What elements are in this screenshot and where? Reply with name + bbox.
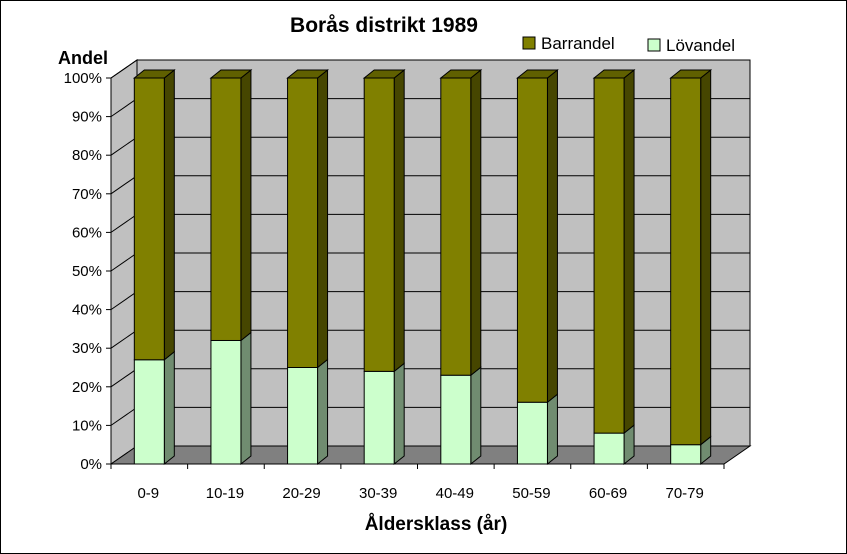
bar-lvandel-50-59-side — [546, 393, 558, 466]
bar-barrandel-30-39-side — [393, 68, 405, 373]
bar-lvandel-20-29-side — [317, 358, 329, 466]
x-tick-label: 70-79 — [666, 485, 704, 502]
y-tick-label: 30% — [72, 340, 102, 357]
gridline — [110, 59, 750, 79]
bar-barrandel-60-69-top — [592, 69, 636, 79]
bar-lvandel-10-19-side — [240, 331, 252, 466]
floor — [109, 445, 752, 465]
y-tick-label: 90% — [72, 109, 102, 126]
bar-barrandel-50-59 — [516, 77, 548, 403]
x-tick-label: 20-29 — [282, 485, 320, 502]
x-tick-label: 60-69 — [589, 485, 627, 502]
bar-lvandel-30-39-side — [393, 362, 405, 466]
bar-barrandel-30-39 — [363, 77, 395, 372]
bar-lvandel-40-49 — [440, 374, 472, 465]
bar-barrandel-50-59-side — [546, 68, 558, 404]
y-tick-label: 70% — [72, 186, 102, 203]
bar-barrandel-10-19-top — [209, 69, 253, 79]
bar-lvandel-20-29 — [287, 367, 319, 465]
bar-lvandel-0-9-side — [163, 350, 175, 466]
bar-barrandel-20-29-top — [286, 69, 329, 79]
y-tick-label: 80% — [72, 147, 102, 164]
legend-swatch-barrandel — [522, 36, 536, 50]
bar-lvandel-40-49-side — [470, 366, 482, 466]
bar-barrandel-0-9 — [133, 77, 165, 361]
x-tick-label: 50-59 — [512, 485, 550, 502]
bar-barrandel-40-49-side — [470, 68, 482, 377]
x-tick-label: 30-39 — [359, 485, 397, 502]
bar-barrandel-10-19-side — [240, 68, 252, 342]
x-tick-label: 10-19 — [206, 485, 244, 502]
bar-barrandel-70-79 — [670, 77, 702, 446]
bar-barrandel-60-69 — [593, 77, 625, 434]
bar-lvandel-0-9 — [133, 359, 165, 465]
legend-label-barrandel: Barrandel — [541, 34, 615, 53]
bar-lvandel-30-39 — [363, 370, 395, 465]
bar-lvandel-60-69 — [593, 432, 625, 465]
bar-barrandel-0-9-top — [132, 69, 176, 79]
bar-barrandel-40-49 — [440, 77, 472, 376]
bar-barrandel-10-19 — [210, 77, 242, 341]
bar-barrandel-30-39-top — [362, 69, 406, 79]
bar-barrandel-50-59-top — [516, 69, 559, 79]
bar-lvandel-70-79 — [670, 444, 702, 465]
x-axis-title: Åldersklass (år) — [365, 514, 508, 535]
bar-lvandel-10-19 — [210, 339, 242, 465]
bar-barrandel-70-79-side — [700, 68, 712, 446]
y-tick-label: 0% — [80, 456, 102, 473]
x-tick-label: 40-49 — [436, 485, 474, 502]
plot-area: 0% 10% 20% 30% 40% 50% 60% 70% 80% 90% 100% 0-9 10-1… — [64, 59, 752, 502]
bar-lvandel-50-59 — [516, 401, 548, 465]
bar-barrandel-40-49-top — [439, 69, 483, 79]
y-tick-label: 50% — [72, 263, 102, 280]
x-tick-label: 0-9 — [137, 485, 159, 502]
legend-label-lovandel: Lövandel — [666, 36, 735, 55]
bar-barrandel-70-79-top — [669, 69, 713, 79]
y-tick-label: 20% — [72, 379, 102, 396]
bar-barrandel-20-29-side — [317, 68, 329, 369]
y-tick-label: 100% — [64, 70, 102, 87]
bar-barrandel-20-29 — [287, 77, 319, 368]
bar-barrandel-0-9-side — [163, 68, 175, 361]
y-tick-label: 60% — [72, 224, 102, 241]
y-axis-title: Andel — [58, 48, 108, 68]
legend: Barrandel Lövandel — [522, 34, 735, 55]
bar-barrandel-60-69-side — [623, 68, 635, 435]
chart-title: Borås distrikt 1989 — [290, 14, 478, 37]
y-tick-label: 10% — [72, 417, 102, 434]
y-tick-label: 40% — [72, 302, 102, 319]
legend-swatch-lovandel — [647, 38, 661, 52]
